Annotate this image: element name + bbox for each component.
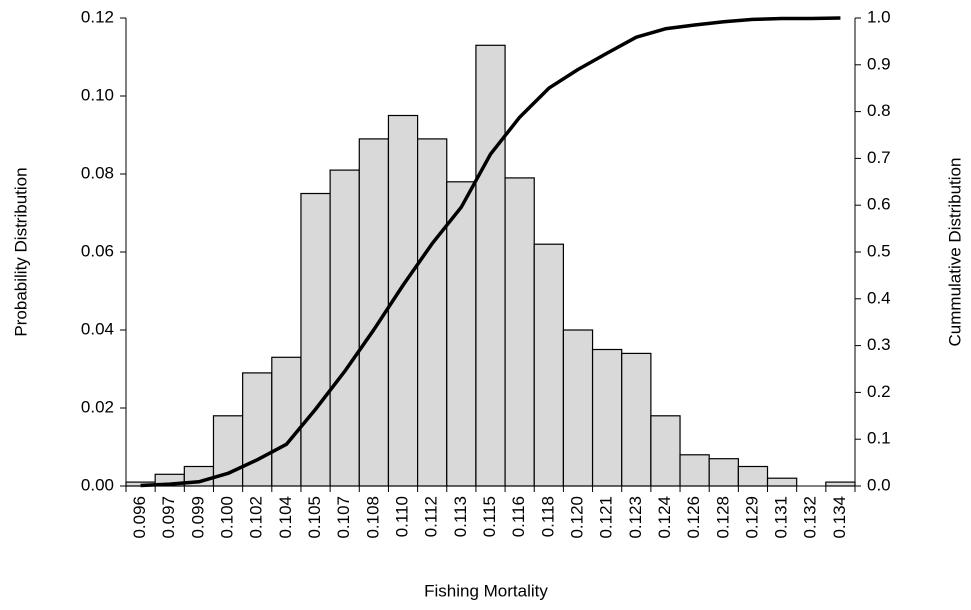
y-tick-label: 0.02 (81, 397, 114, 416)
y2-tick-label: 0.1 (867, 429, 891, 448)
x-tick-label: 0.128 (713, 496, 732, 539)
y-tick-label: 0.10 (81, 85, 114, 104)
bar (825, 481, 856, 487)
y2-tick-label: 0.4 (867, 288, 891, 307)
y-tick-label: 0.00 (81, 475, 114, 494)
bar (562, 329, 594, 487)
bar (329, 169, 360, 487)
bar (621, 352, 652, 487)
y2-tick-label: 0.5 (867, 241, 891, 260)
y-tick-label: 0.06 (81, 241, 114, 260)
y2-tick-label: 0.0 (867, 475, 891, 494)
y2-tick-label: 0.2 (867, 382, 891, 401)
x-tick-label: 0.126 (684, 496, 703, 539)
x-tick-label: 0.107 (334, 496, 353, 539)
x-tick-label: 0.110 (393, 496, 412, 537)
x-tick-label: 0.123 (626, 496, 645, 539)
x-tick-label: 0.116 (509, 496, 528, 537)
x-tick-label: 0.121 (597, 496, 616, 539)
y2-tick-label: 0.3 (867, 335, 891, 354)
bar (417, 138, 448, 487)
x-axis-label: Fishing Mortality (424, 581, 548, 600)
y-tick-label: 0.08 (81, 163, 114, 182)
cumulative-line (140, 16, 841, 488)
bar (766, 477, 798, 487)
y2-tick-label: 0.7 (867, 148, 891, 167)
x-tick-label: 0.096 (130, 496, 149, 539)
y2-axis-label: Cummulative Distribution (945, 158, 964, 347)
bar (591, 348, 623, 487)
x-tick-label: 0.097 (159, 496, 178, 539)
y2-tick-label: 0.9 (867, 54, 891, 73)
bar (504, 177, 535, 487)
x-tick-label: 0.129 (742, 496, 761, 539)
x-tick-label: 0.108 (363, 496, 382, 539)
bar (650, 415, 681, 487)
bar (271, 356, 302, 487)
x-tick-label: 0.120 (567, 496, 586, 539)
x-tick-label: 0.112 (422, 496, 441, 537)
x-tick-label: 0.099 (188, 496, 207, 539)
bar (300, 192, 331, 487)
x-tick-label: 0.131 (772, 496, 791, 539)
bar (708, 458, 739, 487)
bar (475, 44, 506, 487)
x-tick-label: 0.104 (276, 496, 295, 539)
x-tick-label: 0.113 (451, 496, 470, 537)
y-axis-label: Probability Distribution (11, 167, 30, 336)
x-tick-label: 0.118 (538, 496, 557, 537)
bar (446, 181, 477, 487)
y2-tick-label: 0.8 (867, 101, 891, 120)
y2-tick-label: 0.6 (867, 195, 891, 214)
bar (242, 372, 273, 487)
x-tick-label: 0.132 (801, 496, 820, 539)
x-tick-label: 0.134 (830, 496, 849, 539)
x-tick-label: 0.102 (247, 496, 266, 539)
x-tick-label: 0.115 (480, 496, 499, 537)
y-tick-label: 0.12 (81, 7, 114, 26)
bar (679, 454, 710, 487)
y2-tick-label: 1.0 (867, 7, 891, 26)
y-tick-label: 0.04 (81, 319, 114, 338)
x-tick-label: 0.100 (218, 496, 237, 539)
bar (533, 243, 564, 487)
x-tick-label: 0.124 (655, 496, 674, 539)
bar (737, 465, 769, 487)
x-tick-label: 0.105 (305, 496, 324, 539)
